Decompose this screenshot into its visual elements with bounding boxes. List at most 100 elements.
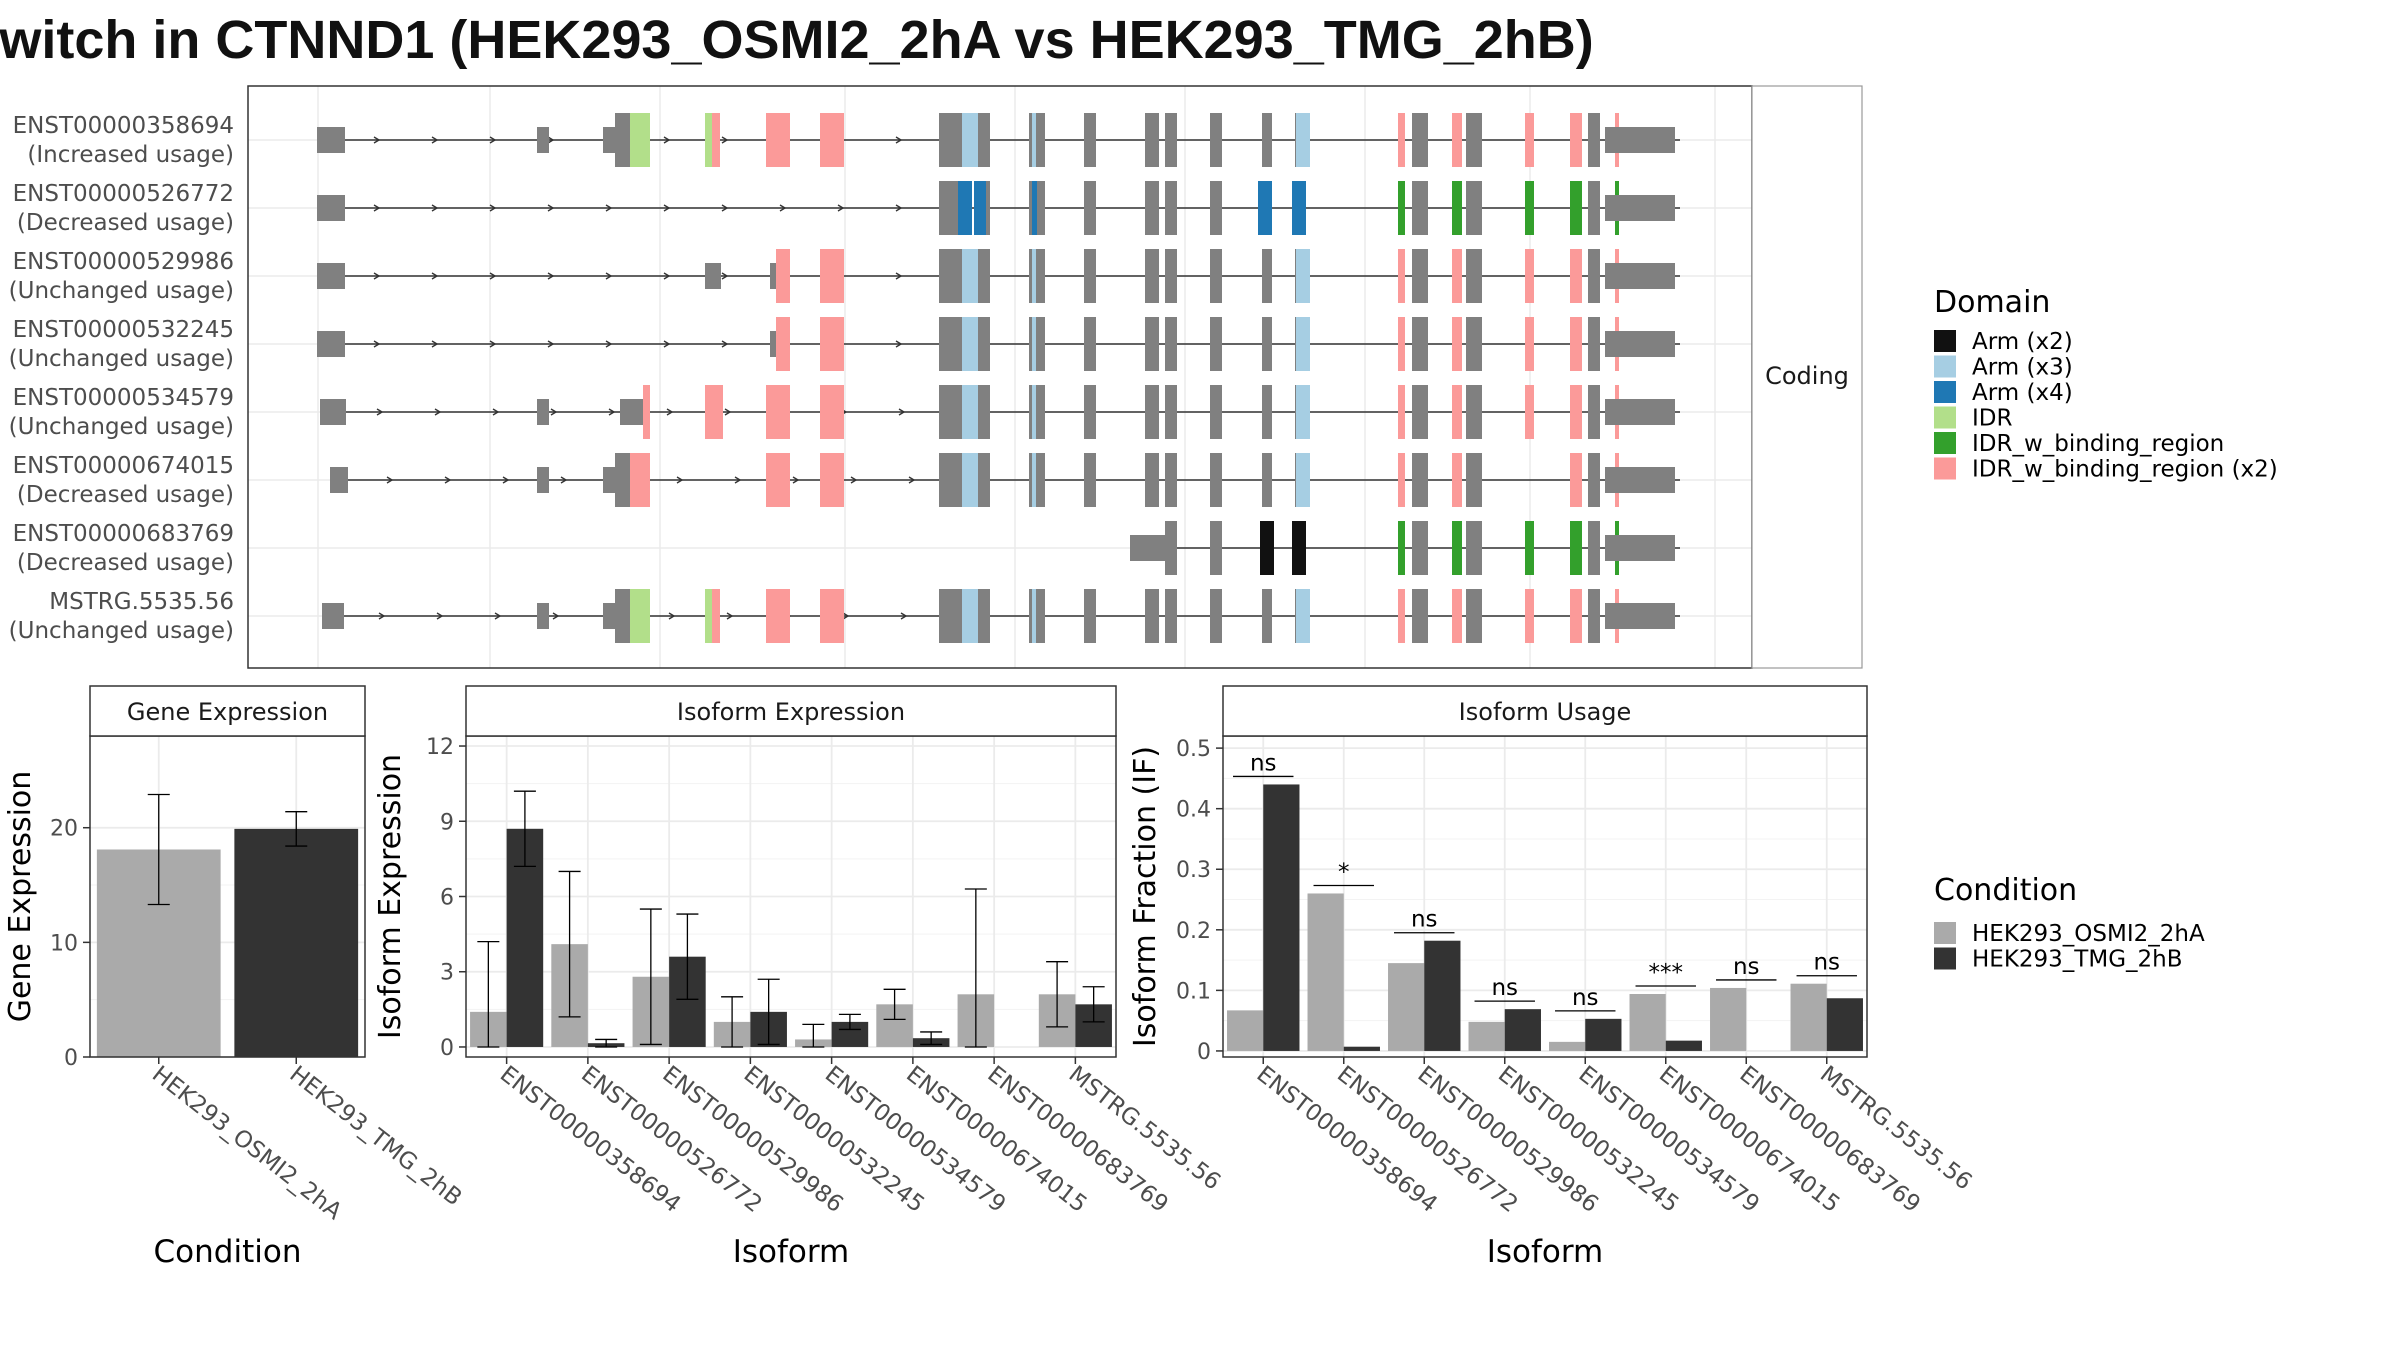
facet-strip: [89, 685, 366, 737]
coding-exon: [1029, 249, 1045, 303]
gene-expression-chart: 01020HEK293_OSMI2_2hAHEK293_TMG_2hBGene …: [3, 685, 466, 1270]
coding-exon: [1210, 453, 1222, 507]
bar: [234, 828, 359, 1057]
domain-block: [1258, 181, 1272, 235]
coding-exon: [1165, 385, 1177, 439]
domain-block: [1452, 521, 1462, 575]
strand-arrow: [489, 136, 497, 144]
domain-block: [630, 453, 650, 507]
coding-exon: [1262, 589, 1272, 643]
domain-block: [1525, 249, 1534, 303]
strand-arrow: [436, 612, 444, 620]
bar: [1629, 994, 1666, 1051]
coding-exon: [1165, 113, 1177, 167]
significance-label: ns: [1250, 750, 1277, 776]
bar: [1790, 983, 1827, 1051]
domain-block: [1398, 385, 1405, 439]
strand-arrow: [676, 476, 684, 484]
coding-exon: [1588, 589, 1600, 643]
strand-arrow: [837, 204, 845, 212]
y-tick-label: 9: [440, 810, 454, 835]
legend-key: [1934, 432, 1956, 454]
facet-strip: [1222, 685, 1868, 737]
domain-block: [1398, 453, 1405, 507]
strand-arrow: [668, 612, 676, 620]
legend-key: [1934, 355, 1956, 378]
coding-exon: [1262, 385, 1272, 439]
y-tick-label: 0.1: [1176, 979, 1211, 1004]
coding-exon: [1412, 317, 1428, 371]
significance-label: ns: [1572, 985, 1599, 1011]
domain-block: [1398, 181, 1405, 235]
domain-block: [1296, 249, 1310, 303]
domain-block: [1398, 249, 1405, 303]
utr-exon: [1605, 195, 1675, 221]
domain-block: [1292, 181, 1306, 235]
domain-block: [1452, 589, 1462, 643]
utr-exon: [537, 603, 549, 629]
coding-exon: [1466, 249, 1482, 303]
bar: [1307, 893, 1344, 1051]
coding-exon: [1084, 113, 1096, 167]
strand-arrow: [663, 340, 671, 348]
significance-label: ***: [1649, 960, 1684, 986]
significance-label: *: [1338, 859, 1350, 885]
bar: [1424, 940, 1461, 1051]
significance-label: ns: [1411, 907, 1438, 933]
bar: [1504, 1009, 1541, 1051]
domain-block: [958, 181, 972, 235]
coding-exon: [1262, 249, 1272, 303]
domain-block: [1032, 453, 1036, 507]
domain-block: [962, 385, 978, 439]
utr-exon: [330, 467, 348, 493]
strand-arrow: [489, 204, 497, 212]
coding-exon: [1210, 385, 1222, 439]
strand-arrow: [444, 476, 452, 484]
utr-exon: [320, 399, 346, 425]
domain-block: [1570, 113, 1582, 167]
domain-block: [820, 385, 844, 439]
domain-block: [1032, 589, 1036, 643]
significance-label: ns: [1813, 950, 1840, 976]
utr-exon: [603, 603, 615, 629]
domain-block: [705, 589, 715, 643]
domain-block: [766, 453, 790, 507]
domain-block: [1452, 181, 1462, 235]
x-axis-label: Condition: [154, 1234, 302, 1270]
domain-block: [1452, 317, 1462, 371]
chart-title: Isoform Usage: [1459, 698, 1632, 726]
bar: [1468, 1021, 1505, 1051]
isoform-usage-label: (Decreased usage): [17, 210, 234, 236]
bar: [1585, 1018, 1622, 1051]
strand-arrow: [721, 340, 729, 348]
domain-block: [1398, 113, 1405, 167]
isoform-id-label: ENST00000529986: [13, 249, 234, 275]
domain-block: [820, 589, 844, 643]
isoform-usage-label: (Unchanged usage): [9, 414, 234, 440]
domain-block: [820, 113, 844, 167]
isoform-id-label: ENST00000358694: [13, 113, 234, 139]
isoform-usage-label: (Decreased usage): [17, 550, 234, 576]
domain-block: [630, 113, 650, 167]
coding-exon: [1466, 589, 1482, 643]
domain-block: [1032, 385, 1036, 439]
strand-arrow: [721, 136, 729, 144]
strand-arrow: [434, 408, 442, 416]
strand-arrow: [608, 408, 616, 416]
strand-arrow: [605, 272, 613, 280]
strand-arrow: [373, 204, 381, 212]
domain-block: [962, 317, 978, 371]
utr-exon: [1148, 535, 1170, 561]
coding-exon: [975, 317, 990, 371]
domain-block: [1452, 385, 1462, 439]
utr-exon: [317, 331, 345, 357]
utr-exon: [603, 127, 615, 153]
coding-exon: [1029, 453, 1045, 507]
domain-block: [962, 589, 978, 643]
utr-exon: [537, 399, 549, 425]
coding-exon: [1412, 249, 1428, 303]
significance-label: ns: [1733, 954, 1760, 980]
domain-block: [962, 249, 978, 303]
isoform-usage-chart: 00.10.20.30.40.5ENST00000358694ENST00000…: [1128, 685, 1977, 1270]
utr-exon: [537, 467, 549, 493]
